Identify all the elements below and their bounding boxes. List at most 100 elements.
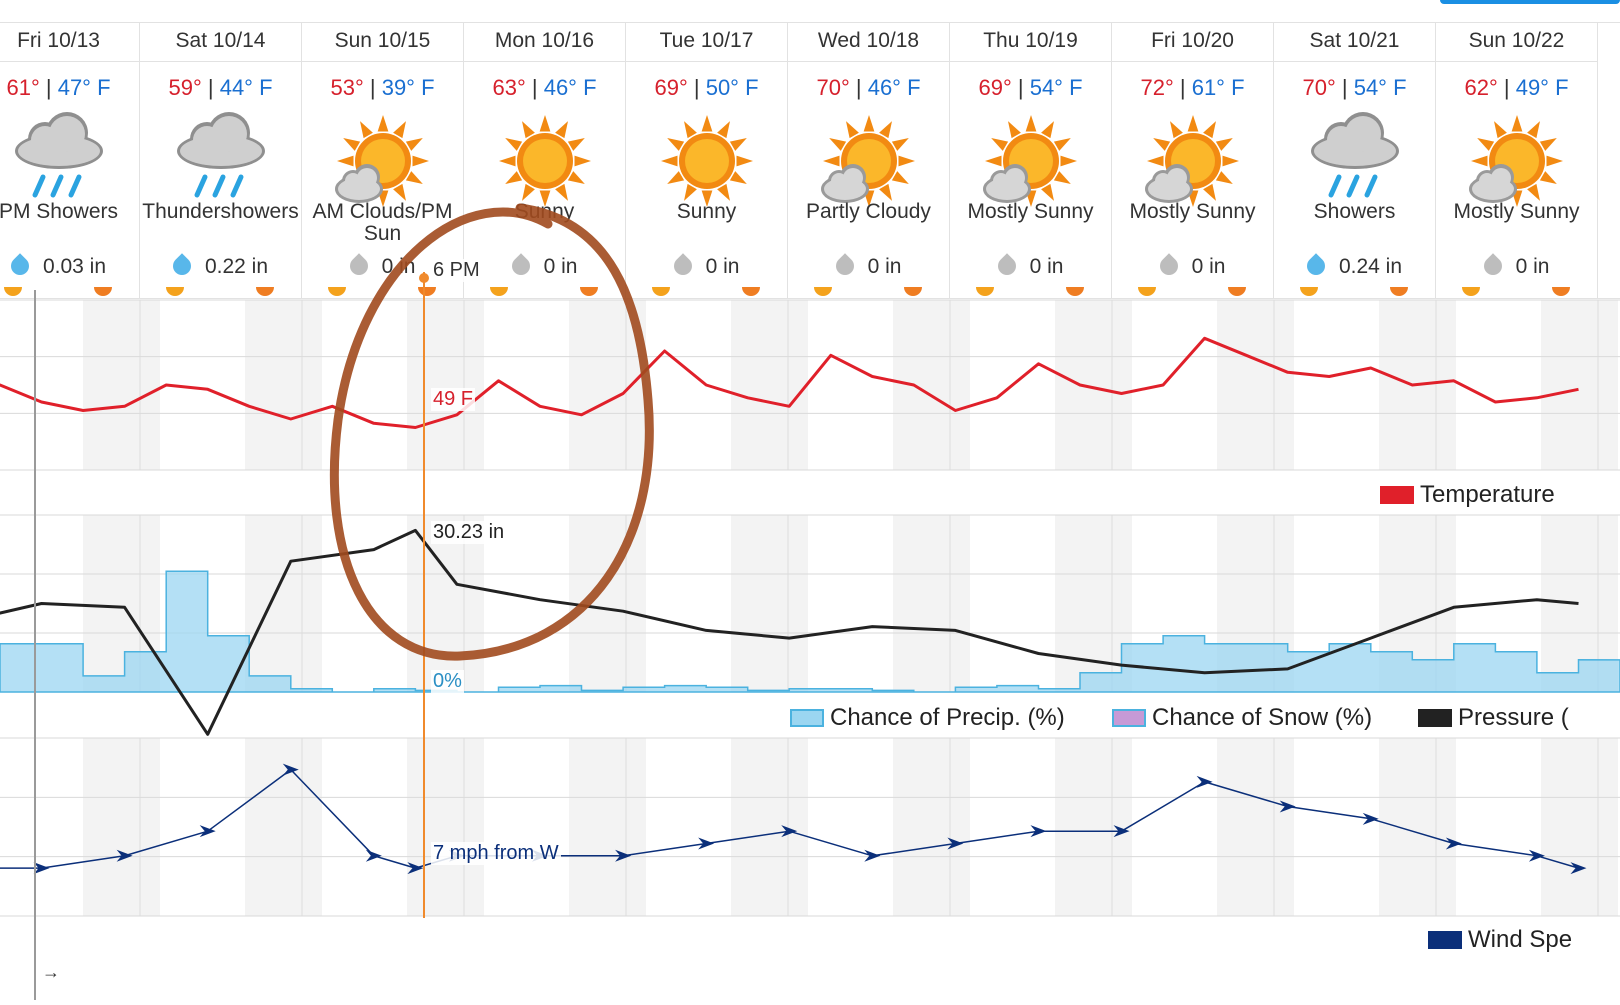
wind-direction-arrow bbox=[1528, 849, 1545, 862]
high-temp: 70° bbox=[816, 75, 850, 100]
cursor-time-label: 6 PM bbox=[431, 259, 482, 282]
divider bbox=[140, 61, 301, 62]
temp-separator: | bbox=[39, 75, 58, 100]
sunrise-marker bbox=[166, 287, 184, 296]
legend-pressure-label: Pressure ( bbox=[1458, 704, 1569, 731]
day-column[interactable]: Wed 10/18 70° | 46° F Partly Cloudy 0 in bbox=[788, 23, 950, 298]
sunrise-marker bbox=[328, 287, 346, 296]
wind-direction-arrow bbox=[1113, 825, 1130, 838]
sunset-marker bbox=[580, 287, 598, 296]
temp-separator: | bbox=[687, 75, 706, 100]
divider bbox=[464, 61, 625, 62]
sunset-marker bbox=[742, 287, 760, 296]
high-temp: 63° bbox=[492, 75, 526, 100]
low-temp: 54° F bbox=[1029, 75, 1083, 100]
precip-value: 0 in bbox=[867, 255, 902, 278]
wind-direction-arrow bbox=[1030, 825, 1047, 838]
wind-night-band bbox=[407, 738, 484, 916]
day-column[interactable]: Fri 10/13 61° | 47° F PM Showers 0.03 in bbox=[0, 23, 140, 298]
sun-cloud-icon bbox=[819, 111, 919, 221]
day-column[interactable]: Sat 10/14 59° | 44° F Thundershowers 0.2… bbox=[140, 23, 302, 298]
low-temp: 46° F bbox=[867, 75, 921, 100]
wind-direction-arrow bbox=[1362, 812, 1379, 825]
wind-night-band bbox=[569, 738, 646, 916]
pressure-night-band bbox=[893, 515, 970, 692]
hi-lo-temps: 59° | 44° F bbox=[140, 75, 301, 101]
day-name: Wed 10/18 bbox=[817, 29, 920, 52]
precip-amount: 0.22 in bbox=[140, 253, 301, 279]
day-column[interactable]: Fri 10/20 72° | 61° F Mostly Sunny 0 in bbox=[1112, 23, 1274, 298]
hi-lo-temps: 63° | 46° F bbox=[464, 75, 625, 101]
sun-cloud-icon bbox=[1143, 111, 1243, 221]
hand-drawn-circle-annotation bbox=[329, 203, 654, 661]
temp-separator: | bbox=[525, 75, 544, 100]
sunset-marker bbox=[418, 287, 436, 296]
sunrise-marker bbox=[652, 287, 670, 296]
temp-night-band bbox=[1541, 300, 1618, 470]
condition-label: Mostly Sunny bbox=[1129, 200, 1256, 223]
sun-cloud-icon bbox=[1467, 111, 1567, 221]
sun-cloud-icon bbox=[333, 111, 433, 221]
day-column[interactable]: Sun 10/22 62° | 49° F Mostly Sunny 0 in bbox=[1436, 23, 1598, 298]
sunrise-marker bbox=[814, 287, 832, 296]
sunset-marker bbox=[904, 287, 922, 296]
low-temp: 54° F bbox=[1353, 75, 1407, 100]
low-temp: 44° F bbox=[219, 75, 273, 100]
divider bbox=[626, 61, 787, 62]
day-column[interactable]: Sat 10/21 70° | 54° F Showers 0.24 in bbox=[1274, 23, 1436, 298]
scroll-right-arrow[interactable]: → bbox=[42, 962, 60, 982]
condition-label: PM Showers bbox=[0, 200, 119, 223]
legend-precip[interactable]: Chance of Precip. (%) bbox=[790, 704, 1065, 732]
temp-night-band bbox=[731, 300, 808, 470]
condition-label: Thundershowers bbox=[142, 200, 299, 223]
wind-night-band bbox=[83, 738, 160, 916]
rain-cloud-icon bbox=[1305, 111, 1405, 221]
legend-precip-label: Chance of Precip. (%) bbox=[830, 704, 1065, 731]
day-column[interactable]: Sun 10/15 53° | 39° F AM Clouds/PM Sun 0… bbox=[302, 23, 464, 298]
legend-wind-label: Wind Spe bbox=[1468, 926, 1573, 953]
pressure-swatch bbox=[1418, 709, 1452, 727]
wind-night-band bbox=[245, 738, 322, 916]
high-temp: 72° bbox=[1140, 75, 1174, 100]
hi-lo-temps: 69° | 54° F bbox=[950, 75, 1111, 101]
precip-value: 0 in bbox=[1515, 255, 1550, 278]
high-temp: 70° bbox=[1302, 75, 1336, 100]
day-name: Sat 10/21 bbox=[1309, 29, 1400, 52]
precip-value: 0 in bbox=[1191, 255, 1226, 278]
legend-snow[interactable]: Chance of Snow (%) bbox=[1112, 704, 1372, 732]
precip-amount: 0 in bbox=[1436, 253, 1597, 279]
legend-wind[interactable]: Wind Spe bbox=[1428, 926, 1572, 954]
sunset-marker bbox=[1390, 287, 1408, 296]
day-column[interactable]: Thu 10/19 69° | 54° F Mostly Sunny 0 in bbox=[950, 23, 1112, 298]
day-name: Fri 10/20 bbox=[1151, 29, 1234, 52]
hi-lo-temps: 69° | 50° F bbox=[626, 75, 787, 101]
high-temp: 62° bbox=[1464, 75, 1498, 100]
high-temp: 53° bbox=[330, 75, 364, 100]
sunset-marker bbox=[94, 287, 112, 296]
hi-lo-temps: 62° | 49° F bbox=[1436, 75, 1597, 101]
day-name: Fri 10/13 bbox=[17, 29, 100, 52]
sun-cloud-icon bbox=[981, 111, 1081, 221]
temp-separator: | bbox=[1335, 75, 1354, 100]
low-temp: 46° F bbox=[543, 75, 597, 100]
wind-direction-arrow bbox=[781, 825, 798, 838]
temp-night-band bbox=[893, 300, 970, 470]
hi-lo-temps: 53° | 39° F bbox=[302, 75, 463, 101]
pressure-night-band bbox=[407, 515, 484, 692]
wind-night-band bbox=[1541, 738, 1618, 916]
legend-temperature[interactable]: Temperature bbox=[1380, 481, 1555, 509]
low-temp: 47° F bbox=[57, 75, 111, 100]
condition-label: Showers bbox=[1313, 200, 1396, 223]
day-name: Sun 10/15 bbox=[334, 29, 431, 52]
wind-night-band bbox=[1379, 738, 1456, 916]
sunrise-marker bbox=[490, 287, 508, 296]
divider bbox=[1274, 61, 1435, 62]
day-column[interactable]: Tue 10/17 69° | 50° F Sunny 0 in bbox=[626, 23, 788, 298]
wind-direction-arrow bbox=[1196, 775, 1213, 788]
condition-label: Sunny bbox=[676, 200, 737, 223]
high-temp: 59° bbox=[168, 75, 202, 100]
high-temp: 69° bbox=[978, 75, 1012, 100]
sun-icon bbox=[657, 111, 757, 221]
legend-pressure[interactable]: Pressure ( bbox=[1418, 704, 1569, 732]
